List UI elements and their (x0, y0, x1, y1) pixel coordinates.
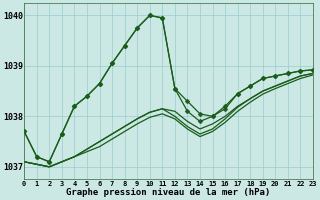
X-axis label: Graphe pression niveau de la mer (hPa): Graphe pression niveau de la mer (hPa) (67, 188, 271, 197)
